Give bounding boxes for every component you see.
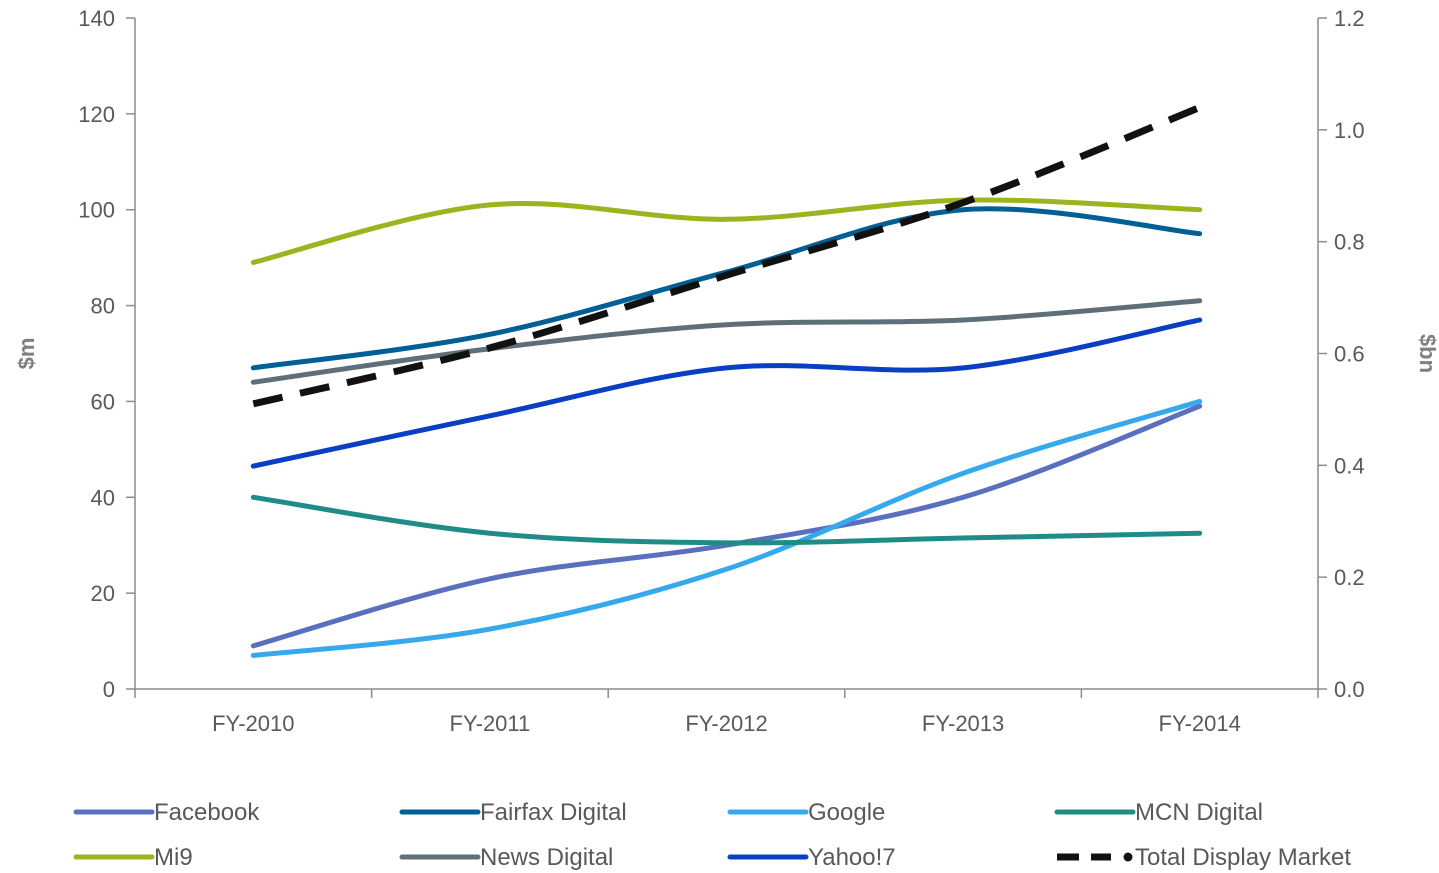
series-line-google <box>250 398 1203 658</box>
right-axis-tick-label: 0.4 <box>1334 453 1365 478</box>
series-line-news-digital <box>250 298 1203 385</box>
x-axis-tick-label: FY-2012 <box>685 711 767 736</box>
left-axis-tick-label: 40 <box>91 485 115 510</box>
x-axis-tick-label: FY-2011 <box>450 711 531 736</box>
series-line-mcn-digital <box>250 494 1203 546</box>
legend-label-yahoo-7: Yahoo!7 <box>808 844 896 871</box>
chart-axes: 0 20 40 60 80 100 120 140 0.0 0.2 0.4 0.6 0.8 1.0 1.2 F… <box>14 6 1439 736</box>
x-axis-tick-label: FY-2010 <box>212 711 294 736</box>
series-line-mi9 <box>250 197 1203 265</box>
series-line-fairfax-digital <box>250 206 1203 371</box>
legend-label-facebook: Facebook <box>154 799 260 826</box>
left-axis-tick-label: 120 <box>78 102 115 127</box>
left-axis-tick-label: 100 <box>78 198 115 223</box>
right-axis-title: $bn <box>1415 334 1439 373</box>
right-axis-tick-label: 0.0 <box>1334 677 1365 702</box>
legend-label-total-display-market: Total Display Market <box>1135 844 1351 871</box>
left-axis-tick-label: 0 <box>103 677 115 702</box>
legend-label-mcn-digital: MCN Digital <box>1135 799 1263 826</box>
left-axis-tick-label: 20 <box>91 581 115 606</box>
legend-label-google: Google <box>808 799 885 826</box>
series-line-yahoo-7 <box>250 317 1203 469</box>
chart-legend: Facebook Fairfax Digital Google MCN Digital… <box>73 799 1351 871</box>
right-axis-tick-label: 1.2 <box>1334 6 1365 31</box>
legend-label-fairfax-digital: Fairfax Digital <box>480 799 627 826</box>
left-axis-tick-label: 140 <box>78 6 115 31</box>
left-axis-tick-label: 80 <box>91 294 115 319</box>
chart-series <box>250 104 1203 658</box>
legend-label-news-digital: News Digital <box>480 844 613 871</box>
legend-swatch-dot-total-display-market <box>1123 852 1133 862</box>
right-axis-tick-label: 0.2 <box>1334 565 1365 590</box>
left-axis-title: $m <box>14 338 39 370</box>
series-line-total-display-market <box>252 104 1202 408</box>
right-axis-tick-label: 1.0 <box>1334 118 1365 143</box>
right-axis-tick-label: 0.8 <box>1334 230 1365 255</box>
left-axis-tick-label: 60 <box>91 389 115 414</box>
x-axis-tick-label: FY-2014 <box>1159 711 1241 736</box>
x-axis-tick-label: FY-2013 <box>922 711 1004 736</box>
right-axis-tick-label: 0.6 <box>1334 342 1365 367</box>
legend-label-mi9: Mi9 <box>154 844 193 871</box>
